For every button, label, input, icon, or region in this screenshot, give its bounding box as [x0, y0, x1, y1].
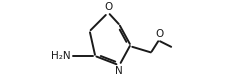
Text: O: O: [104, 2, 112, 12]
Text: N: N: [115, 66, 123, 76]
Text: H₂N: H₂N: [51, 51, 70, 61]
Text: O: O: [155, 29, 163, 39]
